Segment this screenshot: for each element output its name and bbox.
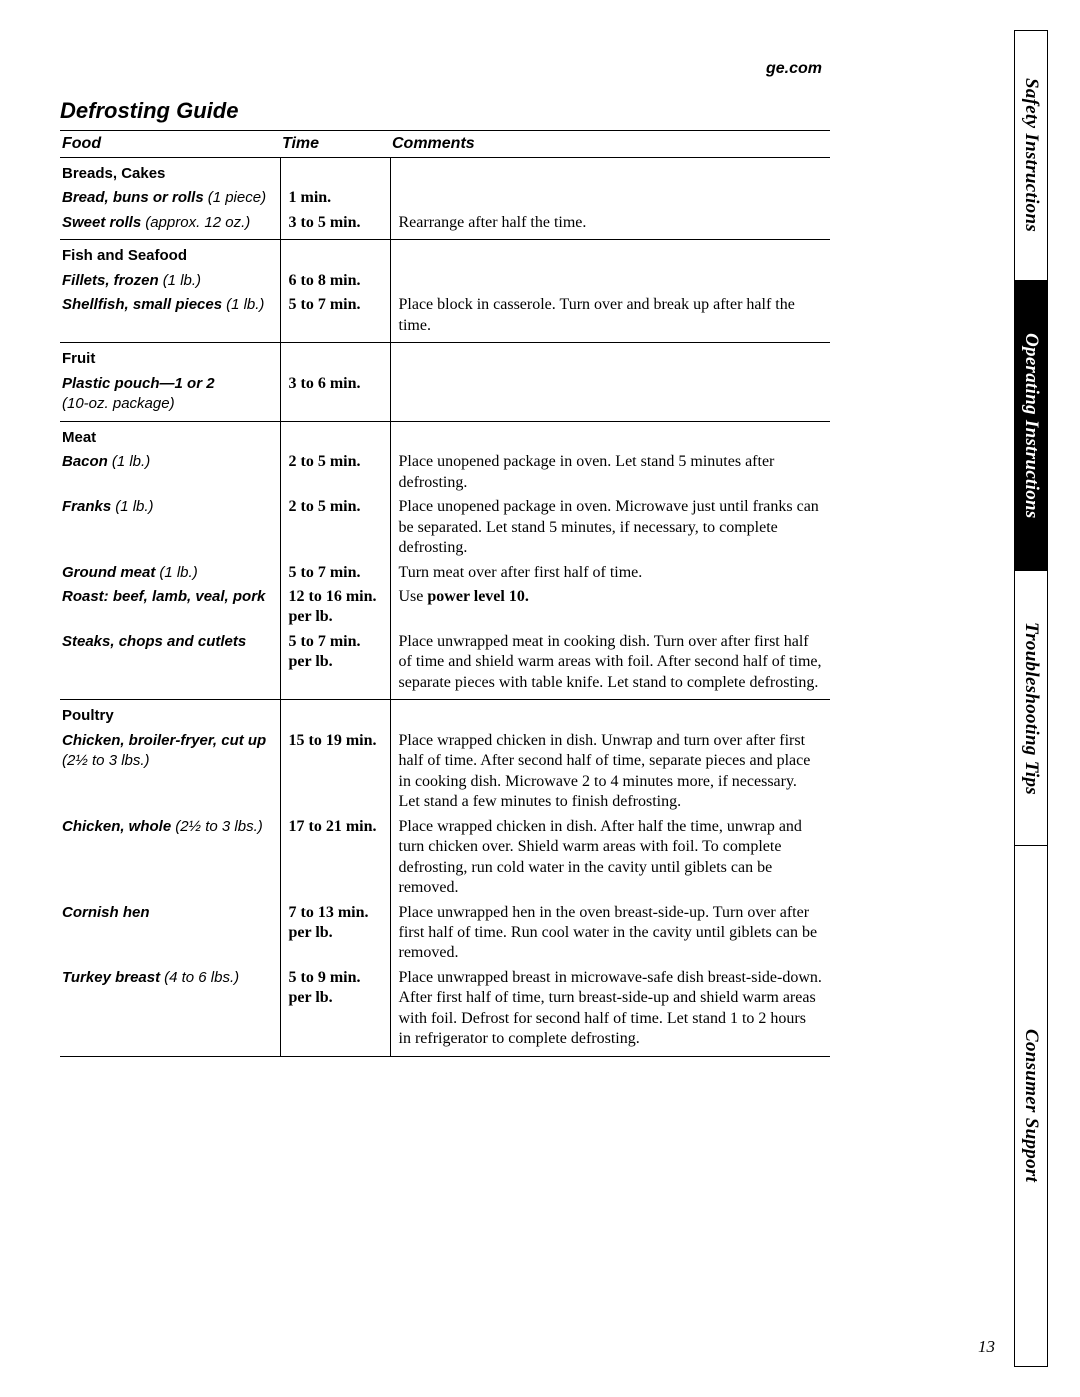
time-value: 6 to 8 min. — [289, 272, 361, 289]
time-value: 5 to 7 min. per lb. — [289, 633, 361, 670]
food-label: Sweet rolls — [62, 214, 141, 231]
table-row: Cornish hen 7 to 13 min. per lb. Place u… — [60, 901, 830, 966]
category-label: Fish and Seafood — [62, 247, 187, 264]
table-row: Breads, Cakes — [60, 158, 830, 187]
page-title: Defrosting Guide — [60, 98, 830, 124]
brand-label: ge.com — [60, 60, 830, 78]
table-row: Bread, buns or rolls (1 piece) 1 min. — [60, 186, 830, 210]
comment-text: Place unwrapped meat in cooking dish. Tu… — [390, 630, 830, 700]
comment-text: Place unwrapped breast in microwave-safe… — [390, 966, 830, 1056]
food-qty: (1 lb.) — [159, 564, 197, 581]
food-label: Chicken, broiler-fryer, cut up — [62, 732, 266, 749]
comment-text: Place unopened package in oven. Let stan… — [390, 450, 830, 495]
food-label: Shellfish, small pieces — [62, 296, 222, 313]
table-row: Chicken, broiler-fryer, cut up (2½ to 3 l… — [60, 729, 830, 815]
food-label: Steaks, chops and cutlets — [62, 633, 246, 650]
food-qty: (4 to 6 lbs.) — [164, 969, 239, 986]
table-row: Fish and Seafood — [60, 240, 830, 269]
food-label: Roast: beef, lamb, veal, pork — [62, 588, 265, 605]
page-content: ge.com Defrosting Guide Food Time Commen… — [0, 0, 870, 1057]
food-label: Bacon — [62, 453, 108, 470]
table-row: Bacon (1 lb.) 2 to 5 min. Place unopened… — [60, 450, 830, 495]
food-label: Turkey breast — [62, 969, 160, 986]
food-qty: (10-oz. package) — [62, 395, 175, 412]
comment-text: Place block in casserole. Turn over and … — [390, 293, 830, 342]
comment-prefix: Use — [399, 588, 428, 605]
table-row: Steaks, chops and cutlets 5 to 7 min. pe… — [60, 630, 830, 700]
food-qty: (1 lb.) — [112, 453, 150, 470]
time-value: 2 to 5 min. — [289, 498, 361, 515]
food-qty: (approx. 12 oz.) — [145, 214, 250, 231]
food-qty: (2½ to 3 lbs.) — [62, 752, 150, 769]
header-food: Food — [60, 131, 280, 158]
food-qty: (1 lb.) — [226, 296, 264, 313]
food-qty: (1 piece) — [208, 189, 266, 206]
tab-consumer-support[interactable]: Consumer Support — [1015, 846, 1047, 1366]
time-value: 17 to 21 min. — [289, 818, 377, 835]
comment-text: Place wrapped chicken in dish. Unwrap an… — [390, 729, 830, 815]
table-header-row: Food Time Comments — [60, 131, 830, 158]
table-row: Turkey breast (4 to 6 lbs.) 5 to 9 min. … — [60, 966, 830, 1056]
food-label: Franks — [62, 498, 111, 515]
food-qty: (1 lb.) — [115, 498, 153, 515]
defrosting-table: Food Time Comments Breads, Cakes Bread, … — [60, 130, 830, 1057]
category-label: Fruit — [62, 350, 95, 367]
comment-text: Use power level 10. — [390, 585, 830, 630]
food-label: Chicken, whole — [62, 818, 171, 835]
table-row: Plastic pouch—1 or 2 (10-oz. package) 3 t… — [60, 372, 830, 421]
time-value: 5 to 9 min. per lb. — [289, 969, 361, 1006]
header-comments: Comments — [390, 131, 830, 158]
table-row: Shellfish, small pieces (1 lb.) 5 to 7 m… — [60, 293, 830, 342]
table-row: Meat — [60, 421, 830, 450]
food-label: Ground meat — [62, 564, 155, 581]
power-level: power level 10. — [427, 588, 528, 605]
time-value: 12 to 16 min. per lb. — [289, 588, 377, 625]
tab-troubleshooting-tips[interactable]: Troubleshooting Tips — [1015, 571, 1047, 846]
comment-text: Place unwrapped hen in the oven breast-s… — [390, 901, 830, 966]
food-qty: (2½ to 3 lbs.) — [175, 818, 263, 835]
header-time: Time — [280, 131, 390, 158]
time-value: 3 to 6 min. — [289, 375, 361, 392]
tab-safety-instructions[interactable]: Safety Instructions — [1015, 31, 1047, 281]
table-row: Ground meat (1 lb.) 5 to 7 min. Turn mea… — [60, 561, 830, 585]
time-value: 2 to 5 min. — [289, 453, 361, 470]
food-label: Cornish hen — [62, 904, 150, 921]
page-number: 13 — [978, 1337, 995, 1357]
food-label: Bread, buns or rolls — [62, 189, 204, 206]
table-row: Fruit — [60, 343, 830, 372]
comment-text: Turn meat over after first half of time. — [390, 561, 830, 585]
table-row: Chicken, whole (2½ to 3 lbs.) 17 to 21 m… — [60, 815, 830, 901]
time-value: 1 min. — [289, 189, 332, 206]
table-row: Franks (1 lb.) 2 to 5 min. Place unopene… — [60, 495, 830, 560]
food-label: Fillets, frozen — [62, 272, 159, 289]
comment-text: Place wrapped chicken in dish. After hal… — [390, 815, 830, 901]
category-label: Poultry — [62, 707, 114, 724]
table-row: Sweet rolls (approx. 12 oz.) 3 to 5 min.… — [60, 211, 830, 240]
comment-text: Place unopened package in oven. Microwav… — [390, 495, 830, 560]
time-value: 5 to 7 min. — [289, 296, 361, 313]
table-row: Poultry — [60, 700, 830, 729]
category-label: Breads, Cakes — [62, 165, 165, 182]
time-value: 15 to 19 min. — [289, 732, 377, 749]
food-qty: (1 lb.) — [163, 272, 201, 289]
table-row: Fillets, frozen (1 lb.) 6 to 8 min. — [60, 269, 830, 293]
time-value: 7 to 13 min. per lb. — [289, 904, 369, 941]
tab-operating-instructions[interactable]: Operating Instructions — [1015, 281, 1047, 571]
category-label: Meat — [62, 429, 96, 446]
side-tabs: Safety Instructions Operating Instructio… — [1014, 30, 1048, 1367]
food-label: Plastic pouch—1 or 2 — [62, 375, 215, 392]
time-value: 3 to 5 min. — [289, 214, 361, 231]
table-row: Roast: beef, lamb, veal, pork 12 to 16 m… — [60, 585, 830, 630]
time-value: 5 to 7 min. — [289, 564, 361, 581]
comment-text: Rearrange after half the time. — [390, 211, 830, 240]
